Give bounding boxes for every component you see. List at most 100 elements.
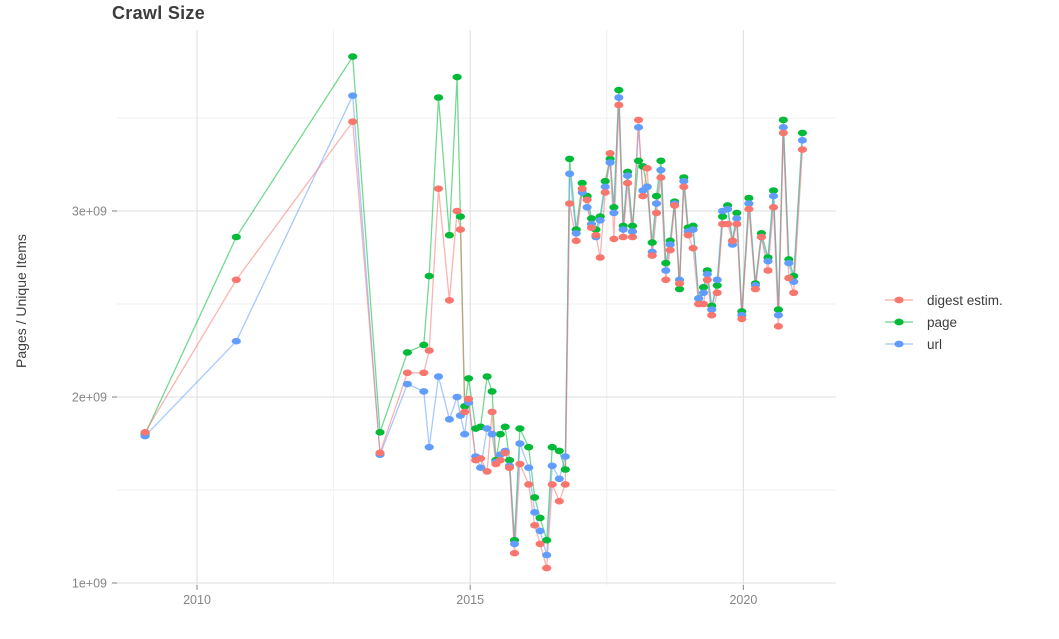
data-point-page bbox=[614, 86, 624, 94]
data-point-url bbox=[642, 183, 652, 191]
x-tick-label: 2010 bbox=[183, 593, 211, 607]
data-point-url bbox=[688, 226, 698, 233]
data-point-digestestim bbox=[571, 237, 581, 245]
data-point-url bbox=[661, 267, 671, 274]
data-point-url bbox=[744, 200, 754, 207]
data-point-url bbox=[348, 92, 358, 99]
data-point-digestestim bbox=[737, 315, 747, 323]
data-point-page bbox=[375, 429, 385, 436]
data-point-page bbox=[433, 94, 444, 101]
data-point-page bbox=[627, 222, 638, 230]
data-point-page bbox=[500, 423, 510, 431]
data-point-url bbox=[768, 192, 779, 200]
data-point-page bbox=[452, 73, 462, 81]
data-point-page bbox=[482, 373, 492, 380]
data-point-digestestim bbox=[768, 204, 779, 211]
data-point-url bbox=[698, 289, 709, 297]
data-point-digestestim bbox=[698, 300, 709, 308]
data-point-url bbox=[452, 393, 462, 401]
data-point-page bbox=[565, 155, 575, 163]
data-point-digestestim bbox=[633, 116, 644, 124]
data-point-digestestim bbox=[524, 481, 534, 488]
data-point-digestestim bbox=[554, 497, 564, 505]
data-point-digestestim bbox=[647, 252, 657, 259]
data-point-page bbox=[524, 443, 534, 451]
data-point-digestestim bbox=[565, 200, 575, 207]
data-point-page bbox=[577, 179, 587, 187]
data-point-digestestim bbox=[433, 185, 444, 192]
data-point-digestestim bbox=[542, 564, 552, 572]
data-point-digestestim bbox=[231, 276, 241, 284]
data-point-url bbox=[712, 276, 722, 284]
data-point-page bbox=[231, 233, 241, 241]
data-point-page bbox=[744, 194, 754, 202]
data-point-digestestim bbox=[419, 369, 429, 377]
data-point-page bbox=[647, 239, 657, 246]
legend-label-digest: digest estim. bbox=[927, 292, 1003, 308]
data-point-url bbox=[542, 551, 552, 559]
legend-item-page: page bbox=[884, 311, 1003, 333]
data-point-page bbox=[633, 157, 644, 165]
data-point-page bbox=[674, 285, 685, 293]
data-point-digestestim bbox=[789, 289, 799, 297]
data-point-page bbox=[547, 443, 557, 451]
data-point-url bbox=[763, 257, 773, 265]
data-point-digestestim bbox=[679, 183, 689, 191]
y-tick-label: 1e+09 bbox=[72, 577, 107, 591]
data-point-digestestim bbox=[784, 274, 794, 282]
data-point-url bbox=[784, 259, 794, 267]
data-point-page bbox=[419, 341, 429, 349]
data-point-url bbox=[402, 380, 412, 388]
data-point-digestestim bbox=[530, 522, 540, 529]
data-point-digestestim bbox=[642, 164, 652, 172]
data-point-page bbox=[651, 192, 662, 200]
data-point-digestestim bbox=[605, 150, 615, 157]
data-point-url bbox=[732, 215, 742, 222]
data-point-page bbox=[530, 494, 540, 501]
y-axis-title: Pages / Unique Items bbox=[13, 234, 29, 368]
data-point-page bbox=[600, 177, 610, 185]
legend-item-url: url bbox=[884, 333, 1003, 355]
data-point-digestestim bbox=[460, 408, 470, 416]
legend-label-url: url bbox=[927, 336, 943, 352]
data-point-url bbox=[702, 270, 712, 278]
data-point-digestestim bbox=[623, 179, 633, 187]
data-point-url bbox=[515, 440, 525, 447]
data-point-digestestim bbox=[586, 224, 597, 231]
data-point-digestestim bbox=[464, 395, 474, 403]
series-line-url bbox=[144, 95, 804, 556]
data-point-digestestim bbox=[750, 285, 761, 293]
data-point-digestestim bbox=[702, 276, 712, 284]
data-point-url bbox=[595, 217, 605, 224]
data-point-page bbox=[560, 466, 570, 473]
data-point-digestestim bbox=[444, 297, 454, 304]
legend-item-digest: digest estim. bbox=[884, 289, 1003, 311]
data-point-digestestim bbox=[707, 311, 717, 319]
series-line-digestestim bbox=[144, 104, 804, 569]
data-point-url bbox=[444, 416, 454, 423]
data-point-digestestim bbox=[375, 449, 385, 457]
data-point-page bbox=[402, 349, 412, 356]
data-point-page bbox=[797, 129, 808, 137]
data-point-digestestim bbox=[504, 464, 515, 472]
data-point-digestestim bbox=[577, 185, 587, 192]
data-point-url bbox=[460, 430, 470, 438]
data-point-url bbox=[509, 540, 520, 548]
data-point-digestestim bbox=[778, 129, 788, 137]
data-point-url bbox=[723, 205, 733, 213]
data-point-digestestim bbox=[487, 408, 497, 416]
data-point-page bbox=[424, 272, 434, 280]
data-point-url bbox=[231, 337, 241, 345]
data-point-digestestim bbox=[509, 549, 520, 557]
data-point-page bbox=[609, 204, 619, 211]
data-point-digestestim bbox=[773, 323, 784, 330]
data-point-url bbox=[679, 177, 689, 185]
data-point-page bbox=[464, 375, 474, 382]
data-point-url bbox=[694, 295, 704, 302]
data-point-digestestim bbox=[674, 280, 685, 287]
data-point-digestestim bbox=[661, 276, 671, 284]
data-point-digestestim bbox=[732, 220, 742, 228]
data-point-page bbox=[718, 213, 728, 220]
